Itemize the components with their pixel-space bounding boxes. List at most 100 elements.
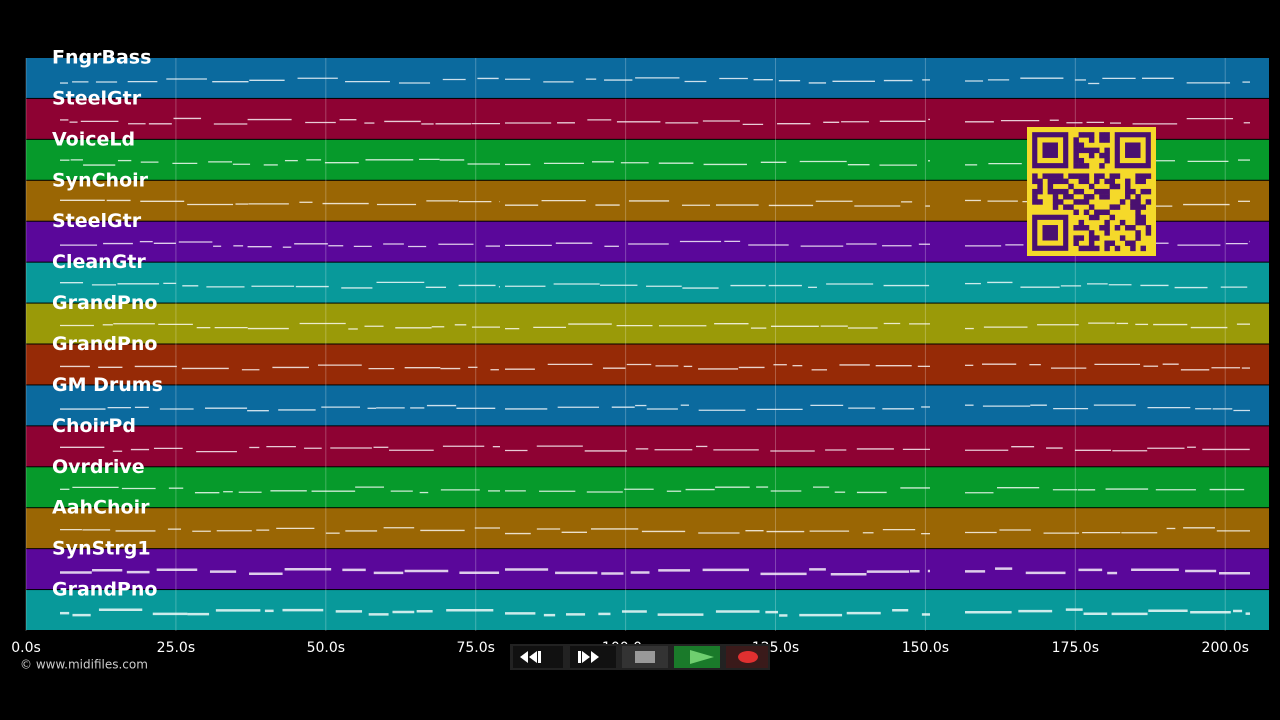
qr-module [1119,235,1126,241]
qr-module [1078,132,1085,138]
qr-module [1052,199,1059,205]
qr-module [1078,147,1085,154]
qr-module [1104,240,1110,246]
qr-module [1135,230,1141,236]
qr-module [1135,199,1141,205]
qr-module [1047,178,1054,185]
qr-module [1052,178,1059,185]
qr-module [1094,214,1100,221]
qr-module [1104,230,1110,236]
qr-module [1130,188,1136,195]
track-name: Ovrdrive [52,456,145,478]
qr-module [1068,204,1074,210]
qr-module [1032,194,1038,200]
track-lane [26,508,1269,549]
qr-module [1104,152,1110,159]
qr-module [1104,157,1110,164]
qr-module [1068,194,1074,200]
qr-module [1099,163,1105,169]
track-name: SteelGtr [52,87,142,109]
qr-module [1047,183,1054,190]
qr-module [1037,199,1043,205]
x-tick-label: 200.0s [1202,640,1249,656]
track-name: AahChoir [52,497,150,519]
qr-module [1130,199,1136,205]
qr-module [1099,209,1105,216]
track-name: ChoirPd [52,415,136,437]
qr-module [1068,173,1074,179]
x-tick-label: 150.0s [902,640,949,656]
qr-module [1032,188,1038,195]
qr-module [1094,147,1100,154]
qr-module [1073,147,1079,154]
qr-module [1114,173,1121,179]
qr-module [1114,183,1121,190]
track-name: GrandPno [52,292,157,314]
qr-module [1073,142,1079,148]
qr-module [1073,173,1079,179]
qr-module [1078,225,1085,231]
track-name: GM Drums [52,374,163,396]
qr-module [1083,163,1090,169]
record-button[interactable] [726,646,768,668]
forward-button[interactable] [570,646,616,668]
qr-module [1088,235,1095,241]
qr-code [1027,127,1156,256]
qr-module [1078,173,1085,179]
qr-module [1078,163,1085,169]
qr-module [1078,142,1085,148]
qr-module [1088,183,1095,190]
track-lane [26,467,1269,508]
qr-module [1125,188,1131,195]
qr-module [1073,157,1079,164]
labels: FngrBass SteelGtr VoiceLd SynChoir SteelGtr C… [11,47,1249,657]
qr-module [1099,152,1105,159]
qr-module [1063,204,1069,210]
qr-module [1088,137,1095,143]
qr-module [1088,230,1095,236]
qr-module [1104,194,1110,200]
qr-module [1145,199,1152,205]
qr-module [1109,173,1116,179]
qr-module [1088,132,1095,138]
qr-module [1104,219,1110,226]
qr-module [1140,245,1146,252]
qr-module [1083,245,1090,252]
qr-module [1140,188,1146,195]
qr-module [1083,209,1090,216]
stop-button[interactable] [622,646,668,668]
x-tick-label: 25.0s [157,640,195,656]
copyright: © www.midifiles.com [20,658,148,672]
qr-module [1083,178,1090,185]
qr-module [1094,235,1100,241]
qr-module [1140,204,1146,210]
qr-module [1083,225,1090,231]
rewind-button[interactable] [513,646,563,668]
qr-module [1114,225,1121,231]
qr-module [1099,132,1105,138]
qr-module [1057,178,1064,185]
x-tick-label: 175.0s [1052,640,1099,656]
qr-module [1130,240,1136,246]
qr-module [1099,173,1105,179]
qr-module [1063,194,1069,200]
qr-module [1088,147,1095,154]
qr-module [1099,137,1105,143]
transport-controls [510,644,770,670]
play-button[interactable] [674,646,720,668]
qr-module [1119,219,1126,226]
qr-module [1037,183,1043,190]
qr-module [1063,188,1069,195]
qr-module [1104,209,1110,216]
qr-module [1094,209,1100,216]
qr-module [1078,178,1085,185]
qr-module [1145,173,1152,179]
x-tick-label: 75.0s [456,640,494,656]
qr-module [1104,225,1110,231]
qr-module [1094,188,1100,195]
qr-module [1135,219,1141,226]
qr-module [1109,240,1116,246]
qr-module [1140,219,1146,226]
track-name: CleanGtr [52,251,146,273]
